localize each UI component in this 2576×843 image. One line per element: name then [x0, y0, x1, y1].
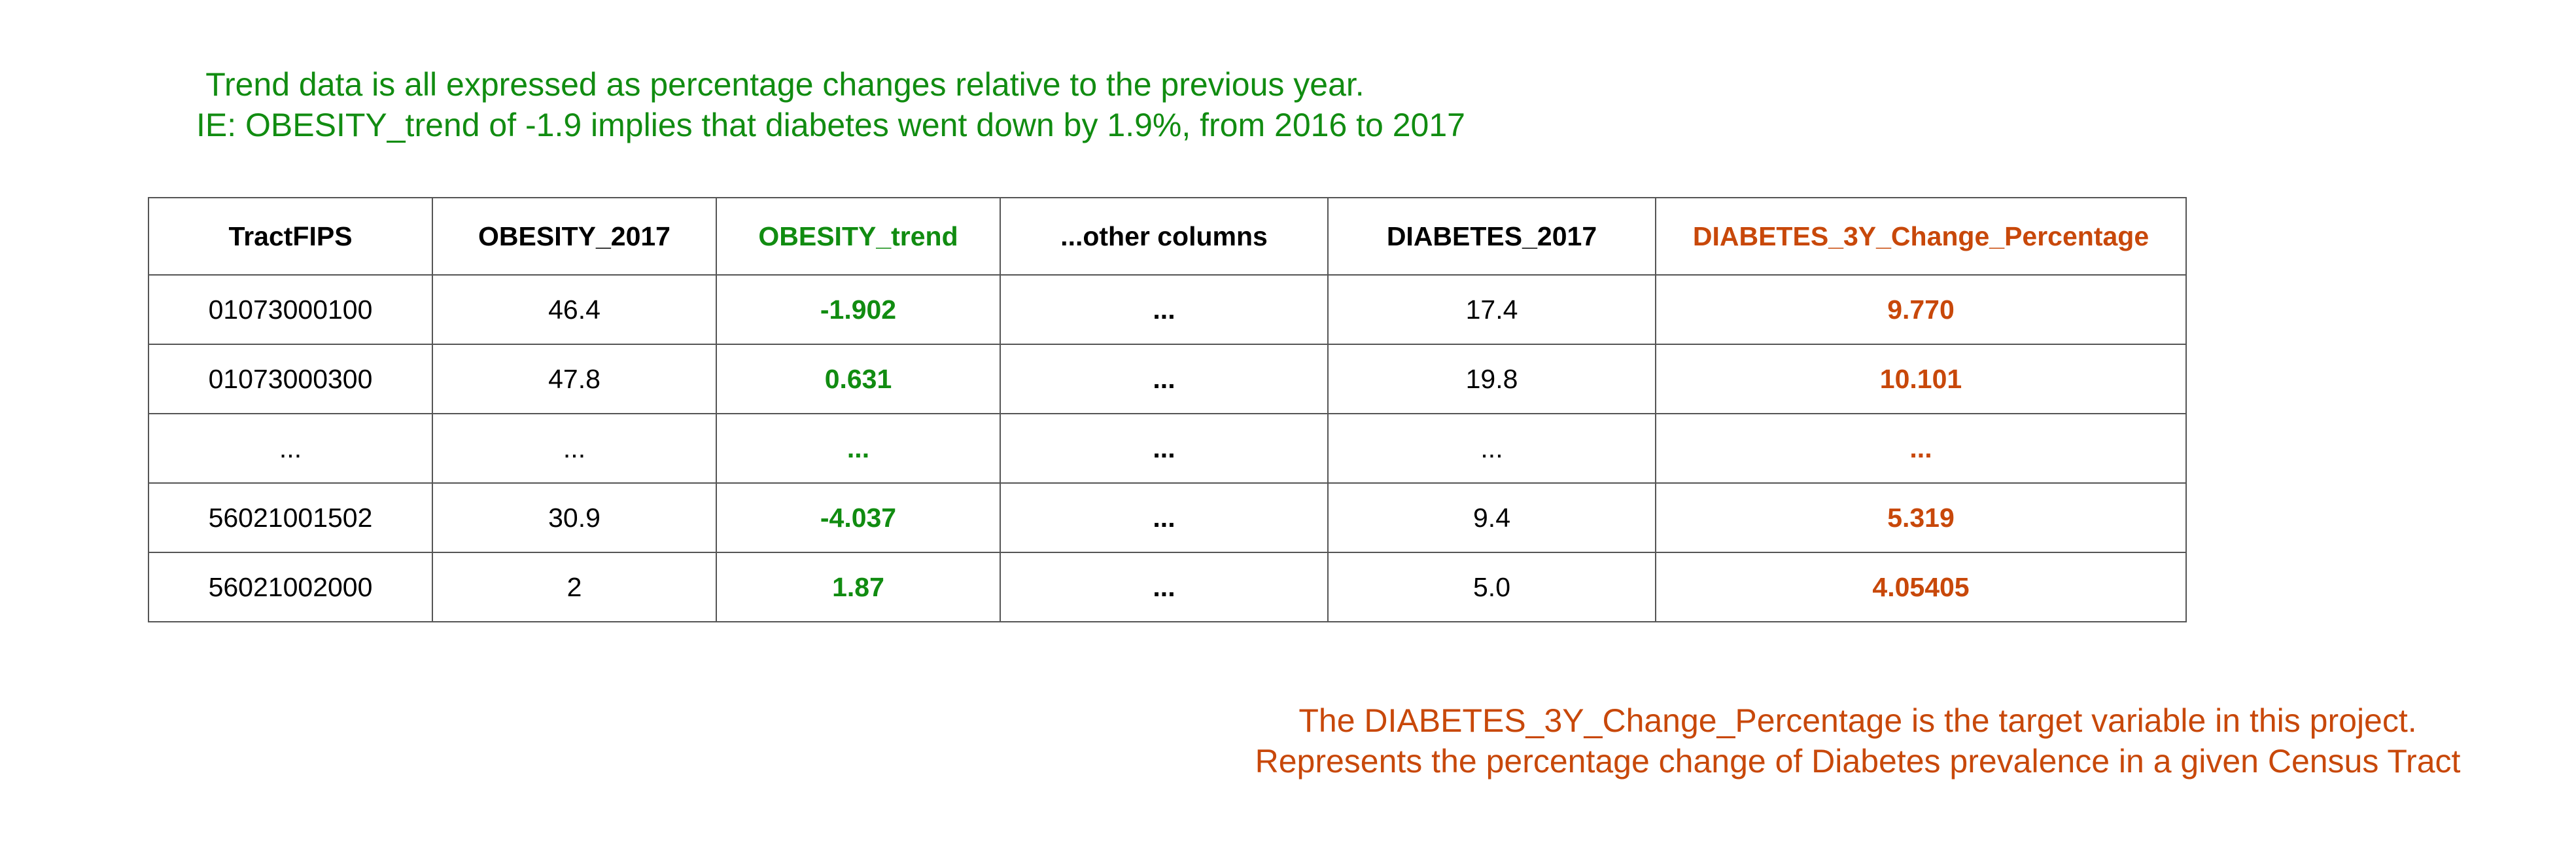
cell-diabetes-2017: 17.4 [1327, 274, 1656, 345]
cell-other-columns: ... [1000, 482, 1329, 553]
cell-obesity-2017: 2 [432, 552, 717, 622]
header-tractfips: TractFIPS [148, 197, 433, 276]
cell-tractfips: 01073000100 [148, 274, 433, 345]
table-row: 01073000100 46.4 -1.902 ... 17.4 9.770 [148, 274, 2187, 345]
cell-diabetes-3y-change: 10.101 [1655, 344, 2187, 414]
cell-obesity-trend: 1.87 [716, 552, 1001, 622]
cell-tractfips: 56021001502 [148, 482, 433, 553]
trend-explanation-note: Trend data is all expressed as percentag… [196, 64, 1465, 145]
cell-diabetes-3y-change: 9.770 [1655, 274, 2187, 345]
header-diabetes-2017: DIABETES_2017 [1327, 197, 1656, 276]
target-note-line-1: The DIABETES_3Y_Change_Percentage is the… [1298, 702, 2417, 739]
header-other-columns: ...other columns [1000, 197, 1329, 276]
target-note-line-2: Represents the percentage change of Diab… [1255, 743, 2461, 780]
target-variable-note: The DIABETES_3Y_Change_Percentage is the… [1230, 700, 2486, 781]
data-table: TractFIPS OBESITY_2017 OBESITY_trend ...… [148, 197, 2187, 622]
cell-obesity-trend: -4.037 [716, 482, 1001, 553]
cell-obesity-trend: -1.902 [716, 274, 1001, 345]
header-obesity-trend: OBESITY_trend [716, 197, 1001, 276]
cell-other-columns: ... [1000, 413, 1329, 484]
cell-diabetes-2017: 19.8 [1327, 344, 1656, 414]
cell-tractfips: 01073000300 [148, 344, 433, 414]
cell-diabetes-3y-change: 5.319 [1655, 482, 2187, 553]
cell-obesity-2017: 46.4 [432, 274, 717, 345]
cell-obesity-trend: 0.631 [716, 344, 1001, 414]
cell-tractfips: 56021002000 [148, 552, 433, 622]
header-diabetes-3y-change: DIABETES_3Y_Change_Percentage [1655, 197, 2187, 276]
trend-note-line-2: IE: OBESITY_trend of -1.9 implies that d… [196, 107, 1465, 143]
table-row: 56021002000 2 1.87 ... 5.0 4.05405 [148, 552, 2187, 622]
cell-diabetes-2017: 5.0 [1327, 552, 1656, 622]
table-row: ... ... ... ... ... ... [148, 413, 2187, 484]
cell-other-columns: ... [1000, 552, 1329, 622]
cell-tractfips: ... [148, 413, 433, 484]
cell-diabetes-2017: 9.4 [1327, 482, 1656, 553]
cell-diabetes-2017: ... [1327, 413, 1656, 484]
cell-obesity-trend: ... [716, 413, 1001, 484]
cell-diabetes-3y-change: 4.05405 [1655, 552, 2187, 622]
cell-other-columns: ... [1000, 274, 1329, 345]
table-row: 56021001502 30.9 -4.037 ... 9.4 5.319 [148, 482, 2187, 553]
trend-note-line-1: Trend data is all expressed as percentag… [205, 66, 1365, 103]
cell-obesity-2017: ... [432, 413, 717, 484]
cell-diabetes-3y-change: ... [1655, 413, 2187, 484]
cell-obesity-2017: 47.8 [432, 344, 717, 414]
table-header-row: TractFIPS OBESITY_2017 OBESITY_trend ...… [148, 197, 2187, 276]
header-obesity-2017: OBESITY_2017 [432, 197, 717, 276]
table-row: 01073000300 47.8 0.631 ... 19.8 10.101 [148, 344, 2187, 414]
cell-other-columns: ... [1000, 344, 1329, 414]
cell-obesity-2017: 30.9 [432, 482, 717, 553]
